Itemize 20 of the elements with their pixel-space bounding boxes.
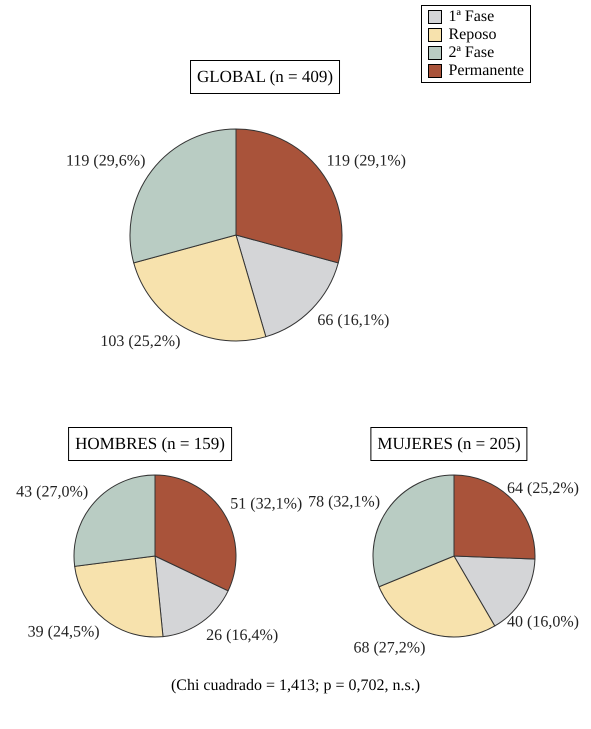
data-label: 119 (29,6%): [66, 152, 146, 170]
chart-title: MUJERES (n = 205): [370, 427, 528, 461]
legend-label: Permanente: [448, 62, 524, 80]
data-label: 26 (16,4%): [206, 626, 278, 644]
data-label: 43 (27,0%): [16, 483, 88, 500]
legend-label: Reposo: [448, 26, 496, 44]
data-label: 64 (25,2%): [507, 480, 579, 498]
data-label: 119 (29,1%): [326, 152, 406, 170]
data-label: 78 (32,1%): [308, 493, 380, 510]
text: GLOBAL (n = 409): [190, 60, 340, 94]
data-label: 103 (25,2%): [100, 333, 180, 350]
text: (Chi cuadrado = 1,413; p = 0,702, n.s.): [170, 677, 422, 695]
data-label: 39 (24,5%): [28, 623, 100, 640]
data-label: 51 (32,1%): [230, 496, 302, 513]
legend-label: 1ª Fase: [448, 8, 494, 26]
data-label: 68 (27,2%): [353, 639, 426, 656]
data-label: 66 (16,1%): [317, 312, 390, 329]
chart-title: HOMBRES (n = 159): [68, 427, 232, 461]
data-label: 40 (16,0%): [507, 613, 579, 630]
legend-label: 2ª Fase: [448, 44, 494, 62]
